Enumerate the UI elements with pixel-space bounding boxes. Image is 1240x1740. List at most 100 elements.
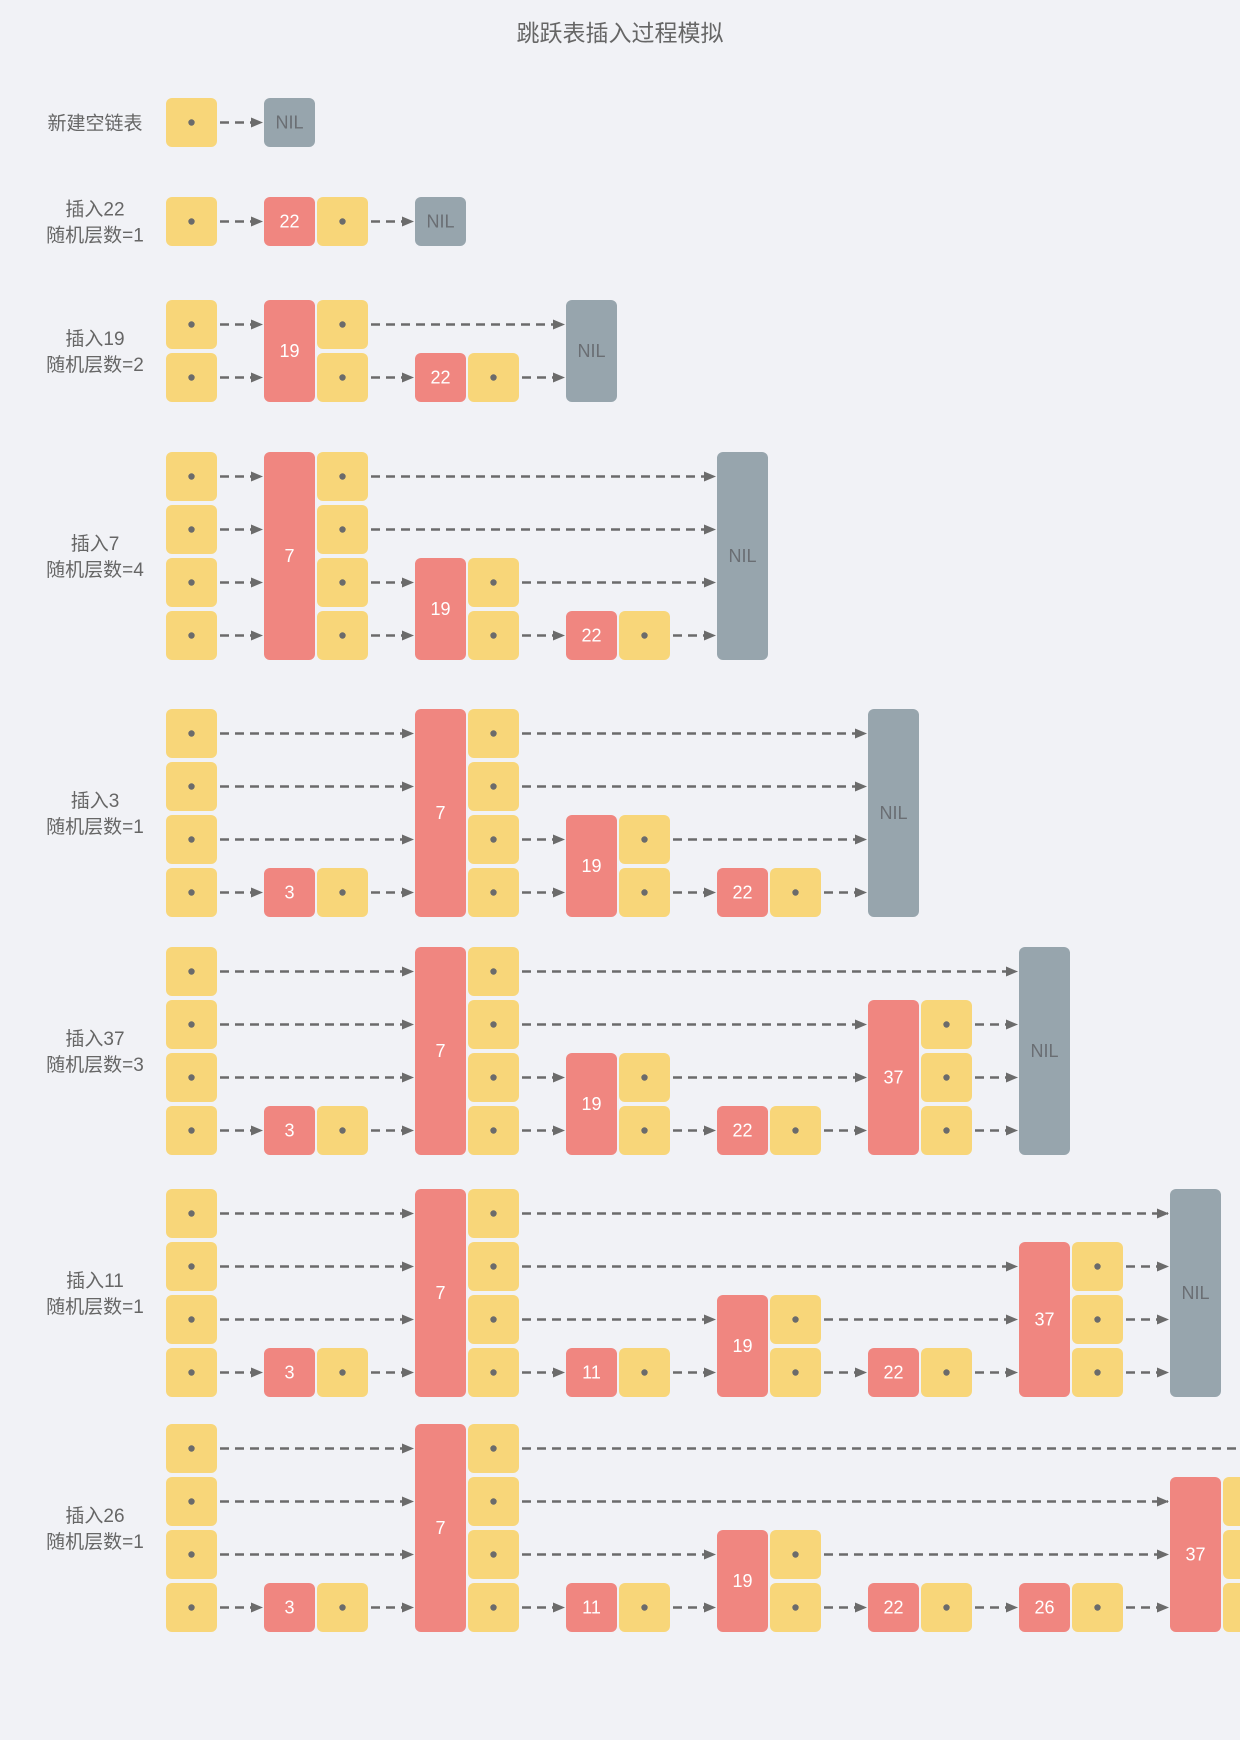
pointer-dot [792,1551,799,1558]
node-key-label: 26 [1034,1598,1054,1618]
node-26: 26 [1019,1583,1123,1632]
nil-label: NIL [879,803,907,823]
pointer-dot [188,579,195,586]
key-cell [566,1053,617,1155]
node-key-label: 11 [582,1363,601,1383]
nil-node: NIL [1019,947,1070,1155]
step-label: 插入22 [65,199,124,221]
step-label: 随机层数=1 [46,1531,144,1553]
key-cell [717,868,768,917]
nil-label: NIL [728,546,756,566]
step-label: 插入11 [66,1270,124,1292]
pointer-dot [641,1604,648,1611]
pointer-dot [339,473,346,480]
pointer-dot [490,1604,497,1611]
pointer-dot [641,1074,648,1081]
node-19: 19 [415,558,519,660]
key-cell [264,868,315,917]
node-19: 19 [717,1295,821,1397]
node-key-label: 11 [582,1598,601,1618]
pointer-dot [490,783,497,790]
node-19: 19 [566,815,670,917]
nil-cell [415,197,466,246]
node-key-label: 19 [430,599,450,619]
node-7: 7 [264,452,368,660]
pointer-dot [188,1445,195,1452]
node-key-label: 3 [284,883,294,903]
node-19: 19 [264,300,368,402]
step-label: 随机层数=3 [46,1054,144,1076]
pointer-dot [188,836,195,843]
step-label: 随机层数=1 [46,225,144,247]
pointer-dot [943,1021,950,1028]
step-label: 插入37 [65,1028,124,1050]
pointer-dot [490,374,497,381]
pointer-dot [188,1369,195,1376]
nil-cell [717,452,768,660]
nil-cell [1170,1189,1221,1397]
node-22: 22 [717,1106,821,1155]
node-key-label: 3 [284,1363,294,1383]
step-label: 插入26 [65,1505,124,1527]
pointer-dot [188,1074,195,1081]
pointer-dot [792,1604,799,1611]
pointer-dot [792,1127,799,1134]
node-3: 3 [264,1583,368,1632]
node-pointer-cell [1223,1583,1240,1632]
node-key-label: 19 [732,1571,752,1591]
pointer-dot [490,1551,497,1558]
pointer-dot [490,1498,497,1505]
pointer-dot [188,730,195,737]
pointer-dot [490,1127,497,1134]
node-key-label: 7 [435,1283,445,1303]
key-cell [264,1583,315,1632]
head-node [166,1189,217,1397]
nil-cell [264,98,315,147]
diagram-title: 跳跃表插入过程模拟 [517,20,724,46]
node-key-label: 22 [430,368,450,388]
pointer-dot [339,1127,346,1134]
nil-label: NIL [275,113,303,133]
node-key-label: 37 [1185,1545,1205,1565]
node-37: 37 [1170,1477,1240,1632]
head-node [166,1424,217,1632]
node-key-label: 7 [435,1518,445,1538]
key-cell [415,947,466,1155]
pointer-dot [792,889,799,896]
head-node [166,709,217,917]
pointer-dot [188,119,195,126]
step-label: 插入7 [71,533,120,555]
step-row-2: 插入19 随机层数=2 19 22 NIL [46,300,617,402]
node-11: 11 [566,1583,670,1632]
node-7: 7 [415,709,519,917]
node-key-label: 19 [279,341,299,361]
pointer-dot [188,1316,195,1323]
node-key-label: 22 [279,212,299,232]
step-row-4: 插入3 随机层数=1 3 7 19 22 NIL [46,709,919,917]
nil-cell [868,709,919,917]
pointer-dot [641,889,648,896]
pointer-dot [339,374,346,381]
node-7: 7 [415,1189,519,1397]
node-key-label: 22 [883,1363,903,1383]
pointer-dot [490,1445,497,1452]
key-cell [415,1189,466,1397]
node-11: 11 [566,1348,670,1397]
pointer-dot [188,526,195,533]
pointer-dot [490,968,497,975]
pointer-dot [1094,1316,1101,1323]
nil-node: NIL [868,709,919,917]
pointer-dot [188,889,195,896]
pointer-dot [188,473,195,480]
pointer-dot [188,968,195,975]
key-cell [415,558,466,660]
nil-node: NIL [264,98,315,147]
pointer-dot [490,1369,497,1376]
pointer-dot [188,1551,195,1558]
node-37: 37 [868,1000,972,1155]
pointer-dot [188,632,195,639]
pointer-dot [792,1369,799,1376]
node-key-label: 22 [581,626,601,646]
